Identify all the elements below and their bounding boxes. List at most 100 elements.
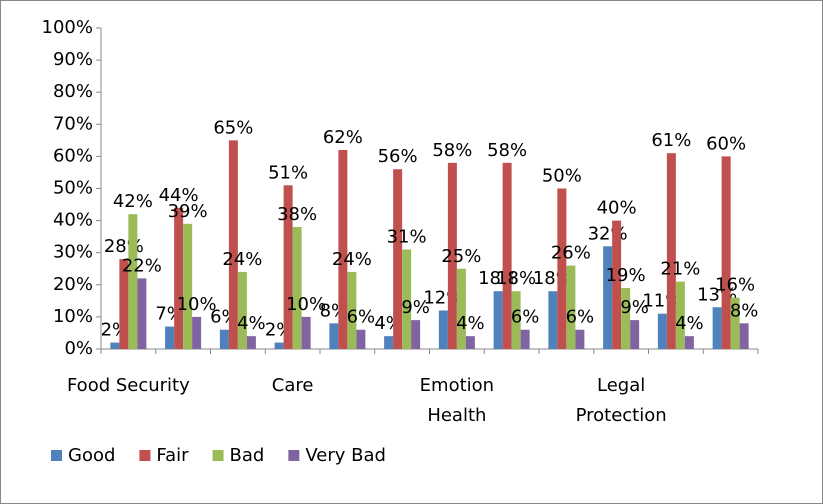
data-label: 28% (104, 236, 144, 257)
bar (502, 162, 512, 349)
data-label: 4% (675, 313, 704, 334)
legend-label: Bad (230, 445, 265, 466)
legend-label: Good (68, 445, 115, 466)
data-label: 16% (715, 275, 755, 296)
bar (219, 329, 229, 349)
data-label: 65% (213, 117, 253, 138)
bar (493, 291, 503, 349)
data-label: 10% (286, 294, 326, 315)
y-tick-label: 100% (42, 17, 93, 38)
data-label: 58% (432, 140, 472, 161)
data-label: 10% (177, 294, 217, 315)
data-label: 56% (378, 146, 418, 167)
y-tick-label: 0% (64, 338, 93, 359)
legend-swatch (51, 450, 62, 461)
data-label: 24% (222, 249, 262, 270)
bar (603, 246, 613, 349)
legend-swatch (139, 450, 151, 461)
bar (137, 278, 147, 349)
data-label: 60% (706, 133, 746, 154)
data-label: 21% (660, 259, 700, 280)
bar (566, 265, 576, 349)
y-tick-label: 20% (53, 274, 93, 295)
y-tick-label: 10% (53, 306, 93, 327)
data-label: 44% (159, 185, 199, 206)
bar (684, 336, 694, 349)
bar (666, 153, 676, 349)
bar (438, 310, 448, 349)
bar (520, 329, 530, 349)
data-label: 61% (651, 130, 691, 151)
data-label: 4% (456, 313, 485, 334)
data-label: 51% (268, 162, 308, 183)
bar (384, 336, 394, 349)
data-label: 40% (597, 198, 637, 219)
data-label: 18% (496, 268, 536, 289)
data-label: 6% (511, 307, 540, 328)
legend-label: Very Bad (305, 445, 386, 466)
bar (630, 320, 640, 349)
data-label: 26% (551, 243, 591, 264)
data-label: 22% (122, 255, 162, 276)
bar (274, 342, 284, 349)
data-label: 32% (588, 223, 628, 244)
bar (246, 336, 256, 349)
bar (183, 223, 193, 349)
bar (237, 271, 247, 349)
bar (511, 291, 521, 349)
data-label: 38% (277, 204, 317, 225)
data-label: 58% (487, 140, 527, 161)
bar (402, 249, 412, 349)
bar (612, 220, 622, 349)
bar (356, 329, 366, 349)
data-label: 9% (401, 297, 430, 318)
x-tick-label: Legal Protection (575, 375, 667, 426)
bar (393, 169, 403, 349)
bar (657, 313, 667, 349)
bar (292, 227, 302, 349)
bar (721, 156, 731, 349)
bar (730, 297, 740, 349)
bar (712, 307, 722, 349)
bar (575, 329, 585, 349)
bar (347, 271, 357, 349)
legend-swatch (212, 450, 224, 461)
y-tick-label: 60% (53, 145, 93, 166)
bar (739, 323, 749, 349)
bar (675, 281, 685, 349)
bar (192, 316, 202, 349)
data-label: 19% (606, 265, 646, 286)
bar (174, 207, 184, 349)
bar (548, 291, 558, 349)
bar (411, 320, 421, 349)
y-tick-label: 90% (53, 49, 93, 70)
bar (465, 336, 475, 349)
data-label: 24% (332, 249, 372, 270)
bar (456, 268, 466, 349)
data-label: 42% (113, 191, 153, 212)
bar (128, 214, 138, 349)
bar (165, 326, 175, 349)
data-label: 9% (620, 297, 649, 318)
bar (119, 259, 129, 349)
data-label: 25% (441, 246, 481, 267)
legend-label: Fair (156, 445, 189, 466)
x-tick-label: Emotion Health (419, 375, 495, 426)
y-tick-label: 70% (53, 113, 93, 134)
x-tick-label: Care (271, 375, 314, 396)
bar (283, 185, 293, 349)
data-label: 6% (566, 307, 595, 328)
legend-swatch (288, 450, 300, 461)
data-label: 50% (542, 166, 582, 187)
data-label: 8% (730, 300, 759, 321)
bar (110, 342, 120, 349)
data-label: 4% (237, 313, 266, 334)
y-tick-label: 50% (53, 178, 93, 199)
data-label: 31% (387, 226, 427, 247)
data-label: 6% (347, 307, 376, 328)
bar (557, 188, 567, 349)
x-tick-label: Food Security (66, 375, 190, 396)
bar (338, 149, 348, 349)
